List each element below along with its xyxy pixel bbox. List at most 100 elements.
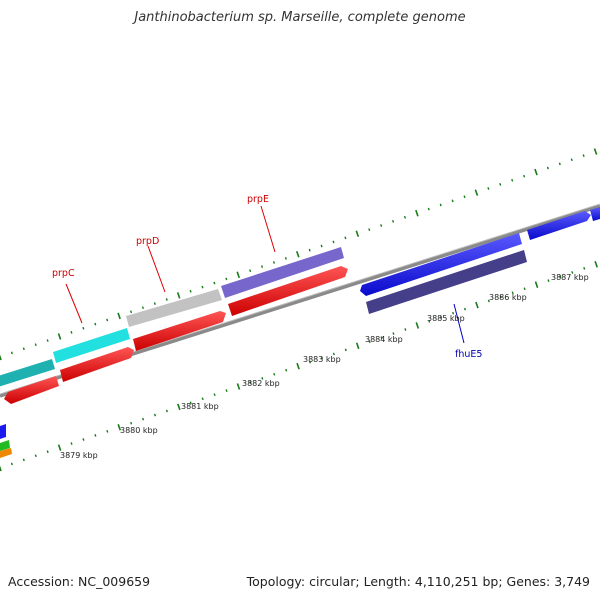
ruler-bottom-tick — [10, 462, 13, 466]
ruler-top-tick — [46, 339, 49, 342]
ruler-top-tick — [558, 162, 561, 166]
ruler-top-tick — [272, 261, 276, 264]
ruler-top-tick — [570, 158, 573, 162]
ruler-top-tick — [106, 318, 109, 322]
accession-text: Accession: NC_009659 — [8, 574, 151, 589]
ruler-bottom-tick — [296, 362, 300, 370]
gene-fhuE5[interactable] — [366, 250, 527, 314]
ruler-bottom-tick — [213, 393, 216, 397]
ruler-top-tick — [34, 343, 37, 347]
ruler-top-tick — [57, 333, 62, 340]
gene-cyan-left[interactable] — [0, 359, 55, 387]
ruler-top-tick — [523, 174, 526, 178]
ruler-top-tick — [129, 310, 133, 314]
ruler-bottom-tick — [380, 336, 383, 339]
ruler-top-tick — [141, 306, 144, 310]
ruler-top-tick — [427, 207, 430, 211]
ruler-top-tick — [582, 154, 585, 158]
ruler-top — [0, 148, 598, 361]
gene-orange-left-edge[interactable] — [0, 448, 12, 458]
gene-prpE[interactable] — [221, 247, 344, 298]
gene-blue-left-edge[interactable] — [0, 424, 6, 439]
ruler-top-tick — [284, 257, 287, 260]
ruler-bottom-tick — [547, 279, 550, 282]
ruler-bottom-tick — [511, 291, 514, 295]
gene-red-3[interactable] — [133, 311, 226, 351]
ruler-bottom-tick — [117, 423, 122, 431]
genome-summary-text: Topology: circular; Length: 4,110,251 bp… — [246, 574, 590, 589]
gene-label-prpD: prpD — [136, 236, 159, 247]
gene-blue-large[interactable] — [360, 233, 522, 296]
gene-prpC[interactable] — [53, 328, 130, 363]
ruler-top-tick — [22, 347, 25, 351]
ruler-bottom-tick — [415, 322, 420, 329]
gene-blue-right[interactable] — [527, 211, 591, 240]
ruler-label-3886: 3886 kbp — [489, 293, 527, 302]
ruler-bottom-tick — [320, 356, 323, 360]
ruler-top-tick — [439, 203, 442, 207]
ruler-bottom-tick — [344, 348, 347, 352]
ruler-label-3879: 3879 kbp — [60, 451, 98, 460]
gene-red-2[interactable] — [60, 347, 134, 382]
ruler-bottom-tick — [487, 299, 490, 303]
leader-fhuE5 — [453, 303, 465, 344]
ruler-top-tick — [415, 209, 419, 217]
map-title: Janthinobacterium sp. Marseille, complet… — [134, 10, 466, 25]
ruler-top-tick — [320, 244, 323, 248]
gene-green-left-edge[interactable] — [0, 440, 10, 451]
leader-prpE — [260, 205, 276, 253]
ruler-bottom-tick — [308, 360, 312, 364]
ruler-label-3881: 3881 kbp — [181, 402, 219, 411]
gene-red-1[interactable] — [4, 376, 59, 404]
ruler-bottom-tick — [523, 287, 526, 291]
ruler-top-tick — [10, 351, 13, 355]
ruler-top-tick — [165, 298, 168, 301]
ruler-bottom-tick — [177, 403, 181, 411]
ruler-label-3882: 3882 kbp — [242, 379, 280, 388]
ruler-label-3884: 3884 kbp — [365, 335, 403, 344]
ruler-bottom-tick — [368, 340, 371, 344]
ruler-bottom-tick — [57, 444, 62, 451]
ruler-top-tick — [117, 312, 121, 320]
gene-label-fhuE5: fhuE5 — [455, 349, 482, 360]
ruler-bottom-tick — [142, 417, 145, 421]
ruler-bottom-tick — [46, 450, 49, 454]
ruler-top-tick — [201, 285, 204, 289]
ruler-bottom-tick — [249, 381, 252, 384]
gene-red-4[interactable] — [228, 266, 348, 316]
ruler-bottom-tick — [559, 275, 562, 278]
leader-prpC — [65, 283, 83, 324]
ruler-bottom-tick — [392, 332, 395, 335]
ruler-bottom-tick — [130, 421, 133, 425]
ruler-top-tick — [403, 215, 407, 219]
ruler-top-tick — [463, 195, 466, 199]
ruler-bottom-tick — [0, 465, 2, 472]
ruler-bottom-tick — [165, 409, 168, 413]
ruler-top-tick — [308, 248, 311, 252]
ruler-top-tick — [546, 166, 549, 170]
ruler-bottom-tick — [404, 328, 407, 331]
ruler-bottom-tick — [285, 368, 288, 372]
ruler-bottom-tick — [106, 429, 109, 433]
ruler-top-tick — [260, 265, 264, 268]
ruler-top-tick — [70, 330, 73, 334]
ruler-top-tick — [534, 168, 538, 176]
gene-blue-edge[interactable] — [590, 207, 600, 221]
ruler-top-tick — [487, 187, 490, 190]
ruler-top-tick — [176, 292, 181, 299]
ruler-bottom-tick — [440, 315, 443, 319]
ruler-top-tick — [295, 250, 300, 258]
ruler-top-tick — [82, 326, 85, 330]
ruler-bottom — [0, 261, 598, 472]
ruler-bottom-tick — [499, 295, 502, 299]
ruler-bottom-tick — [225, 389, 228, 392]
ruler-label-3883: 3883 kbp — [303, 355, 341, 364]
ruler-top-tick — [0, 354, 2, 361]
ruler-bottom-tick — [571, 271, 574, 274]
ruler-top-tick — [236, 271, 241, 279]
ruler-bottom-tick — [236, 383, 241, 390]
ruler-bottom-tick — [594, 261, 598, 268]
ruler-bottom-tick — [189, 401, 192, 405]
ruler-bottom-tick — [22, 458, 25, 462]
gene-prpD[interactable] — [126, 289, 222, 327]
